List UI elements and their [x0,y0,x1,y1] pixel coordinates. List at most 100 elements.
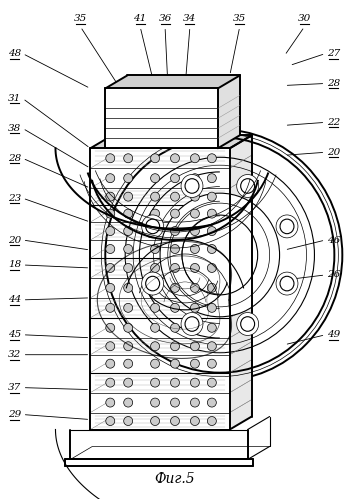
Ellipse shape [124,154,133,162]
Ellipse shape [190,174,199,182]
Text: 46: 46 [327,236,340,244]
Ellipse shape [170,342,180,350]
Ellipse shape [106,342,115,350]
Ellipse shape [170,324,180,332]
Polygon shape [70,430,248,460]
Ellipse shape [124,416,133,426]
Ellipse shape [106,174,115,182]
Text: 37: 37 [8,383,21,392]
Ellipse shape [170,226,180,235]
Ellipse shape [207,398,216,407]
Text: 23: 23 [8,194,21,202]
Ellipse shape [150,398,160,407]
Text: 35: 35 [233,14,246,23]
Ellipse shape [124,264,133,272]
Text: 35: 35 [74,14,87,23]
Text: 41: 41 [133,14,147,23]
Ellipse shape [190,284,199,292]
Ellipse shape [181,174,203,198]
Text: 20: 20 [8,236,21,244]
Ellipse shape [124,342,133,350]
Ellipse shape [160,193,280,317]
Ellipse shape [276,215,298,238]
Text: 49: 49 [327,330,340,340]
Polygon shape [105,76,240,88]
Ellipse shape [124,324,133,332]
Ellipse shape [170,304,180,312]
Ellipse shape [97,130,342,380]
Ellipse shape [181,312,203,336]
Ellipse shape [207,154,216,162]
Polygon shape [105,88,218,148]
Text: 28: 28 [327,79,340,88]
Ellipse shape [190,226,199,235]
Text: 26: 26 [327,270,340,280]
Ellipse shape [106,416,115,426]
Ellipse shape [150,244,160,254]
Ellipse shape [124,209,133,218]
Ellipse shape [207,304,216,312]
Ellipse shape [106,226,115,235]
Ellipse shape [106,304,115,312]
Ellipse shape [190,192,199,201]
Text: 30: 30 [298,14,311,23]
Ellipse shape [106,209,115,218]
Polygon shape [230,136,252,430]
Ellipse shape [150,304,160,312]
Text: 44: 44 [8,296,21,304]
Ellipse shape [124,174,133,182]
Ellipse shape [237,312,259,336]
Ellipse shape [170,209,180,218]
Text: 28: 28 [8,154,21,163]
Ellipse shape [170,154,180,162]
Ellipse shape [150,192,160,201]
Polygon shape [90,148,230,430]
Ellipse shape [124,378,133,387]
Ellipse shape [207,244,216,254]
Ellipse shape [150,264,160,272]
Ellipse shape [150,226,160,235]
Text: 20: 20 [327,148,340,157]
Ellipse shape [170,416,180,426]
Ellipse shape [207,378,216,387]
Ellipse shape [190,244,199,254]
Ellipse shape [190,154,199,162]
Ellipse shape [170,378,180,387]
Text: Фиг.5: Фиг.5 [155,472,195,486]
Polygon shape [90,136,252,148]
Ellipse shape [150,174,160,182]
Ellipse shape [170,244,180,254]
Text: 34: 34 [183,14,197,23]
Ellipse shape [207,342,216,350]
Ellipse shape [170,264,180,272]
Text: 31: 31 [8,94,21,103]
Text: 38: 38 [8,124,21,133]
Ellipse shape [207,324,216,332]
Ellipse shape [124,304,133,312]
Ellipse shape [190,209,199,218]
Ellipse shape [190,416,199,426]
Ellipse shape [190,342,199,350]
Ellipse shape [124,398,133,407]
Ellipse shape [170,359,180,368]
Ellipse shape [124,359,133,368]
Ellipse shape [190,324,199,332]
Ellipse shape [106,284,115,292]
Text: 29: 29 [8,410,21,419]
Ellipse shape [106,324,115,332]
Ellipse shape [170,398,180,407]
Ellipse shape [207,226,216,235]
Ellipse shape [124,192,133,201]
Ellipse shape [207,264,216,272]
Polygon shape [218,76,240,148]
Ellipse shape [106,398,115,407]
Ellipse shape [124,284,133,292]
Ellipse shape [106,359,115,368]
Ellipse shape [106,378,115,387]
Ellipse shape [142,215,163,238]
Ellipse shape [190,304,199,312]
Ellipse shape [150,154,160,162]
Text: 32: 32 [8,350,21,359]
Ellipse shape [190,264,199,272]
Ellipse shape [150,324,160,332]
